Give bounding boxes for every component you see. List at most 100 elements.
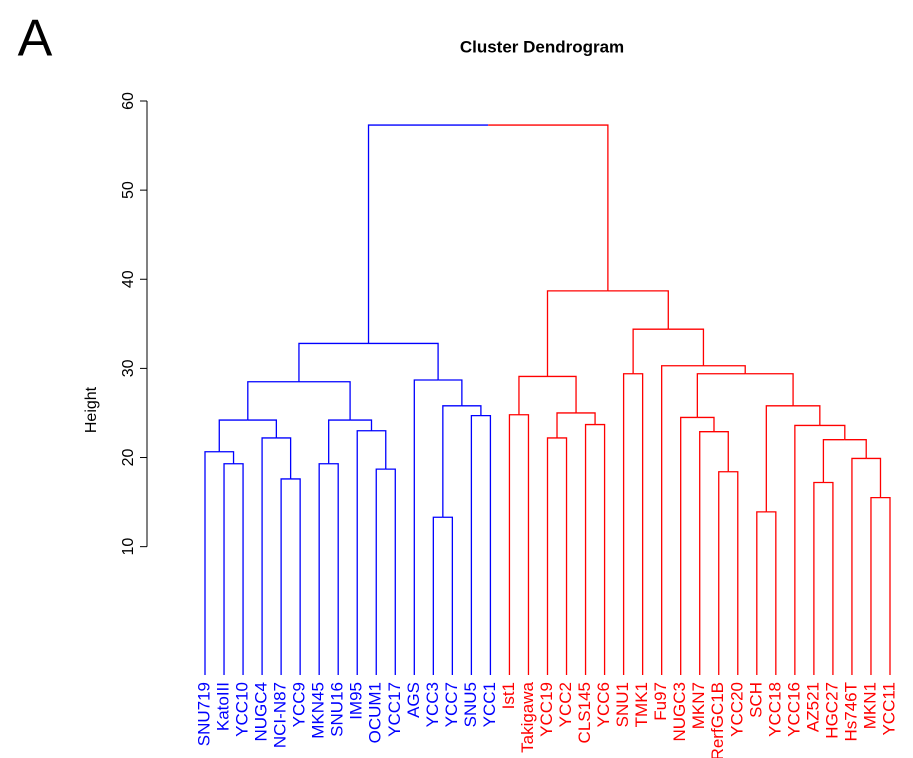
- leaf-label: Ist1: [499, 682, 518, 709]
- branch: [371, 430, 387, 470]
- leaf-label: SNU16: [328, 682, 347, 737]
- leaf-label: CLS145: [575, 682, 594, 743]
- branch: [261, 437, 277, 675]
- leaf-label: SCH: [746, 682, 765, 718]
- branch: [766, 511, 777, 675]
- branch: [728, 471, 739, 675]
- leaf-label: NCI-N87: [271, 682, 290, 748]
- branch: [813, 481, 824, 675]
- leaf-label: YCC1: [480, 682, 499, 727]
- y-tick-label: 60: [120, 92, 137, 110]
- y-tick-label: 20: [120, 449, 137, 467]
- leaf-label: AGS: [404, 682, 423, 718]
- branch: [367, 124, 489, 344]
- leaf-label: HGC27: [822, 682, 841, 739]
- branch: [488, 124, 609, 291]
- branch: [413, 379, 439, 675]
- leaf-label: MKN1: [860, 682, 879, 729]
- leaf-label: RerfGC1B: [708, 682, 727, 758]
- branch: [328, 419, 351, 464]
- branch: [247, 381, 299, 421]
- y-tick-label: 30: [120, 359, 137, 377]
- leaf-label: SNU5: [461, 682, 480, 727]
- leaf-label: IM95: [347, 682, 366, 720]
- branch: [508, 414, 519, 675]
- branch: [866, 457, 882, 498]
- branch: [223, 463, 234, 675]
- branch: [318, 463, 329, 675]
- y-tick-label: 40: [120, 270, 137, 288]
- branch: [518, 375, 548, 415]
- branch: [699, 431, 714, 675]
- branch: [461, 405, 482, 416]
- branch: [633, 373, 644, 675]
- leaf-label: YCC9: [290, 682, 309, 727]
- leaf-label: YCC18: [765, 682, 784, 737]
- branch: [298, 342, 369, 382]
- leaf-label: MKN45: [309, 682, 328, 739]
- branch: [356, 430, 372, 675]
- leaf-label: YCC16: [784, 682, 803, 737]
- branch: [584, 423, 596, 675]
- branch: [680, 416, 698, 675]
- branch: [368, 342, 439, 380]
- leaf-label: YCC6: [594, 682, 613, 727]
- branch: [233, 463, 244, 675]
- branch: [438, 379, 463, 406]
- branch: [870, 496, 881, 675]
- branch: [793, 405, 821, 426]
- leaf-label: SNU1: [613, 682, 632, 727]
- branch: [290, 478, 301, 675]
- leaf-label: TMK1: [632, 682, 651, 727]
- branch: [546, 437, 558, 675]
- branch: [697, 416, 715, 432]
- branch: [595, 423, 606, 675]
- branch: [696, 373, 746, 418]
- branch: [703, 365, 746, 374]
- branch: [518, 414, 530, 675]
- branch: [794, 424, 820, 675]
- branch: [470, 414, 481, 675]
- branch: [765, 405, 794, 512]
- branch: [350, 419, 373, 431]
- branch: [823, 481, 834, 675]
- leaf-label: MKN7: [689, 682, 708, 729]
- branch: [622, 373, 634, 675]
- branch: [556, 412, 577, 438]
- branch: [442, 516, 454, 675]
- branch: [607, 290, 669, 330]
- branch: [442, 405, 462, 518]
- branch: [218, 419, 248, 452]
- leaf-label: YCC11: [879, 682, 898, 736]
- leaf-label: Hs746T: [841, 682, 860, 742]
- branch: [557, 437, 568, 675]
- leaf-label: YCC19: [537, 682, 556, 737]
- branch: [661, 365, 704, 675]
- branch: [276, 437, 292, 479]
- branch: [668, 328, 705, 366]
- leaf-label: NUGC3: [670, 682, 689, 742]
- branch: [745, 373, 794, 406]
- branch: [247, 419, 278, 438]
- branch: [204, 451, 220, 675]
- branch: [844, 439, 867, 459]
- y-tick-label: 50: [120, 181, 137, 199]
- leaf-label: YCC3: [423, 682, 442, 727]
- branch: [280, 478, 291, 675]
- branch: [298, 381, 351, 421]
- branch: [880, 496, 891, 675]
- leaf-label: Fu97: [651, 682, 670, 721]
- branch: [328, 463, 339, 675]
- branch: [632, 328, 669, 374]
- branch: [851, 457, 867, 675]
- leaf-label: AZ521: [803, 682, 822, 732]
- branch: [718, 471, 729, 675]
- leaf-label: SNU719: [194, 682, 213, 746]
- panel-label: A: [18, 10, 53, 68]
- y-axis-label: Height: [83, 386, 100, 433]
- branch: [547, 375, 577, 413]
- leaf-label: KatoIII: [214, 682, 233, 731]
- branch: [713, 431, 729, 472]
- branch: [822, 439, 845, 483]
